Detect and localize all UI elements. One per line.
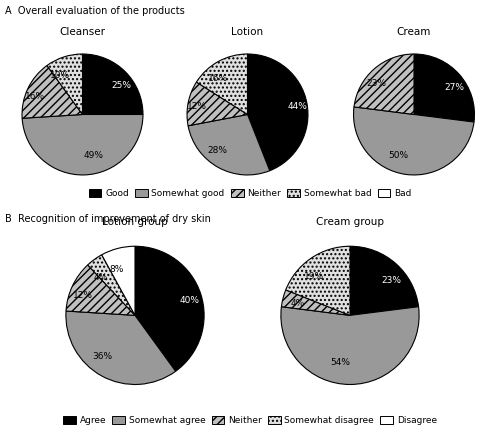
Text: A  Overall evaluation of the products: A Overall evaluation of the products (5, 6, 185, 16)
Text: 27%: 27% (445, 83, 465, 92)
Text: 4%: 4% (290, 299, 304, 308)
Title: Cleanser: Cleanser (60, 27, 106, 37)
Text: 10%: 10% (50, 71, 70, 80)
Wedge shape (66, 311, 176, 384)
Text: 4%: 4% (93, 273, 108, 282)
Text: 19%: 19% (304, 272, 324, 281)
Wedge shape (188, 114, 270, 175)
Text: 12%: 12% (72, 291, 92, 300)
Wedge shape (88, 255, 135, 315)
Text: 23%: 23% (367, 79, 387, 88)
Text: 36%: 36% (92, 352, 112, 361)
Text: 54%: 54% (330, 358, 350, 367)
Text: 16%: 16% (208, 74, 228, 83)
Wedge shape (354, 54, 414, 114)
Text: B  Recognition of improvement of dry skin: B Recognition of improvement of dry skin (5, 214, 211, 224)
Legend: Agree, Somewhat agree, Neither, Somewhat disagree, Disagree: Agree, Somewhat agree, Neither, Somewhat… (63, 416, 437, 425)
Text: 8%: 8% (109, 265, 124, 274)
Wedge shape (66, 265, 135, 315)
Wedge shape (82, 54, 143, 114)
Text: 28%: 28% (208, 146, 228, 155)
Wedge shape (187, 82, 248, 126)
Wedge shape (22, 66, 82, 118)
Wedge shape (248, 54, 308, 171)
Text: 25%: 25% (112, 81, 132, 90)
Wedge shape (196, 54, 248, 114)
Text: 44%: 44% (288, 102, 308, 111)
Wedge shape (281, 307, 419, 384)
Title: Lotion: Lotion (232, 27, 264, 37)
Wedge shape (135, 246, 204, 371)
Text: 23%: 23% (381, 276, 401, 285)
Text: 49%: 49% (84, 151, 104, 160)
Wedge shape (414, 54, 474, 122)
Wedge shape (286, 246, 350, 315)
Text: 50%: 50% (388, 151, 409, 160)
Text: 16%: 16% (25, 92, 46, 102)
Wedge shape (47, 54, 82, 114)
Title: Cream group: Cream group (316, 217, 384, 227)
Text: 40%: 40% (180, 296, 200, 305)
Wedge shape (22, 114, 143, 175)
Wedge shape (350, 246, 418, 315)
Wedge shape (102, 246, 135, 315)
Text: 12%: 12% (187, 102, 207, 111)
Title: Cream: Cream (397, 27, 431, 37)
Wedge shape (282, 290, 350, 315)
Wedge shape (354, 107, 474, 175)
Legend: Good, Somewhat good, Neither, Somewhat bad, Bad: Good, Somewhat good, Neither, Somewhat b… (89, 189, 411, 198)
Title: Lotion group: Lotion group (102, 217, 168, 227)
